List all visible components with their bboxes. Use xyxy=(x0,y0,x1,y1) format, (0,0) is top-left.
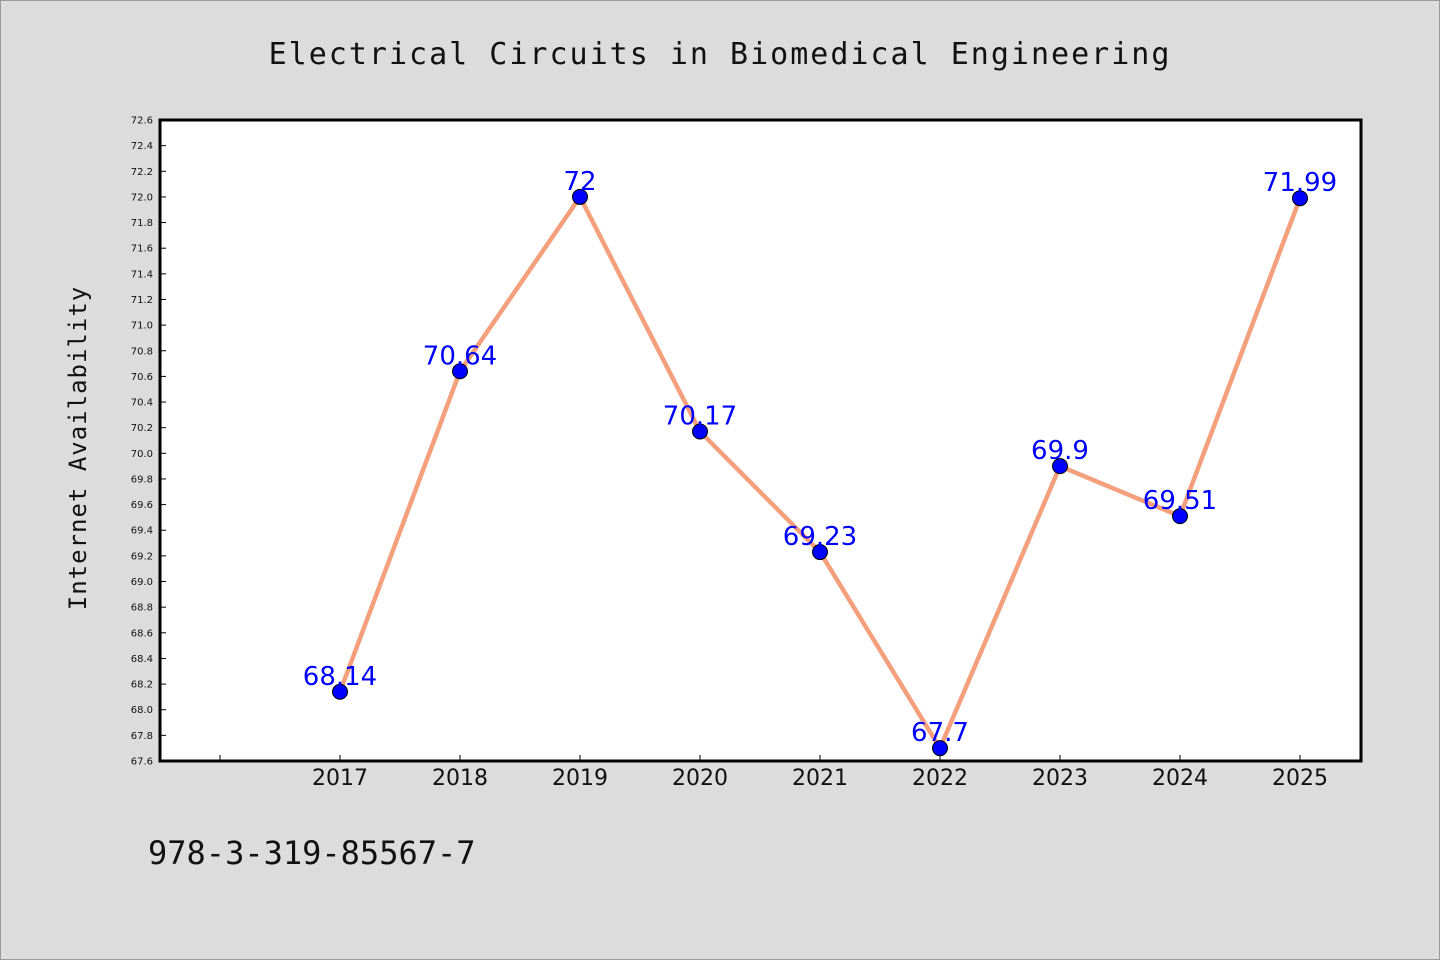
data-point xyxy=(812,544,828,561)
x-tick-label: 2025 xyxy=(1272,766,1328,791)
y-tick-label: 72.2 xyxy=(131,167,153,178)
data-label: 70.17 xyxy=(663,402,737,432)
y-tick-label: 70.8 xyxy=(131,346,153,357)
y-tick-label: 72.0 xyxy=(131,192,153,203)
y-tick-label: 69.6 xyxy=(131,500,153,511)
x-tick-label: 2024 xyxy=(1152,766,1208,791)
y-tick-label: 68.0 xyxy=(131,705,153,716)
y-tick-label: 72.4 xyxy=(131,141,153,152)
data-point xyxy=(1172,508,1188,525)
y-axis-label: Internet Availability xyxy=(64,286,92,610)
x-tick-label: 2023 xyxy=(1032,766,1088,791)
x-tick-label: 2020 xyxy=(672,766,728,791)
y-tick-label: 69.8 xyxy=(131,474,153,485)
data-point xyxy=(692,423,708,440)
data-label: 69.23 xyxy=(783,522,857,552)
y-tick-label: 68.2 xyxy=(131,680,153,691)
y-tick-label: 68.6 xyxy=(131,628,153,639)
data-label: 71.99 xyxy=(1263,168,1337,198)
data-label: 69.51 xyxy=(1143,486,1217,516)
y-tick-label: 69.4 xyxy=(131,526,153,537)
data-label: 70.64 xyxy=(423,341,497,371)
data-point xyxy=(932,740,948,757)
data-point xyxy=(1052,458,1068,475)
data-point xyxy=(572,188,588,205)
x-tick-label: 2021 xyxy=(792,766,848,791)
y-axis: 67.6 67.8 68.0 68.2 68.4 68.6 68.8 69.0 69.2 69.4… xyxy=(131,116,166,768)
series-line xyxy=(332,188,1308,757)
y-tick-label: 67.6 xyxy=(131,757,153,768)
y-tick-label: 70.2 xyxy=(131,423,153,434)
y-tick-label: 67.8 xyxy=(131,731,153,742)
data-point xyxy=(332,683,348,700)
x-tick-label: 2018 xyxy=(432,766,488,791)
y-tick-label: 71.6 xyxy=(131,244,153,255)
y-tick-label: 70.6 xyxy=(131,372,153,383)
data-point xyxy=(1292,190,1308,207)
data-label: 72 xyxy=(563,167,596,197)
y-tick-label: 72.6 xyxy=(131,116,153,127)
data-label: 69.9 xyxy=(1031,436,1089,466)
y-tick-label: 70.0 xyxy=(131,449,153,460)
y-tick-label: 71.2 xyxy=(131,295,153,306)
y-tick-label: 71.0 xyxy=(131,321,153,332)
y-tick-label: 71.4 xyxy=(131,269,153,280)
y-tick-label: 69.2 xyxy=(131,551,153,562)
x-tick-label: 2019 xyxy=(552,766,608,791)
isbn-text: 978-3-319-85567-7 xyxy=(148,834,476,872)
data-point xyxy=(452,363,468,380)
y-tick-label: 71.8 xyxy=(131,218,153,229)
x-tick-label: 2022 xyxy=(912,766,968,791)
y-tick-label: 68.4 xyxy=(131,654,153,665)
plot-area xyxy=(158,118,1363,763)
y-tick-label: 69.0 xyxy=(131,577,153,588)
data-label: 68.14 xyxy=(303,662,377,692)
data-labels: 68.14 70.64 72 70.17 69.23 67.7 69.9 69.51 71.99 xyxy=(303,167,1337,748)
y-tick-label: 70.4 xyxy=(131,398,153,409)
x-axis: 2017 2018 2019 2020 2021 2022 2023 2024 2025 xyxy=(219,755,1328,791)
y-tick-label: 68.8 xyxy=(131,603,153,614)
x-tick-label: 2017 xyxy=(312,766,368,791)
chart-title: Electrical Circuits in Biomedical Engine… xyxy=(269,37,1172,72)
data-label: 67.7 xyxy=(911,718,969,748)
